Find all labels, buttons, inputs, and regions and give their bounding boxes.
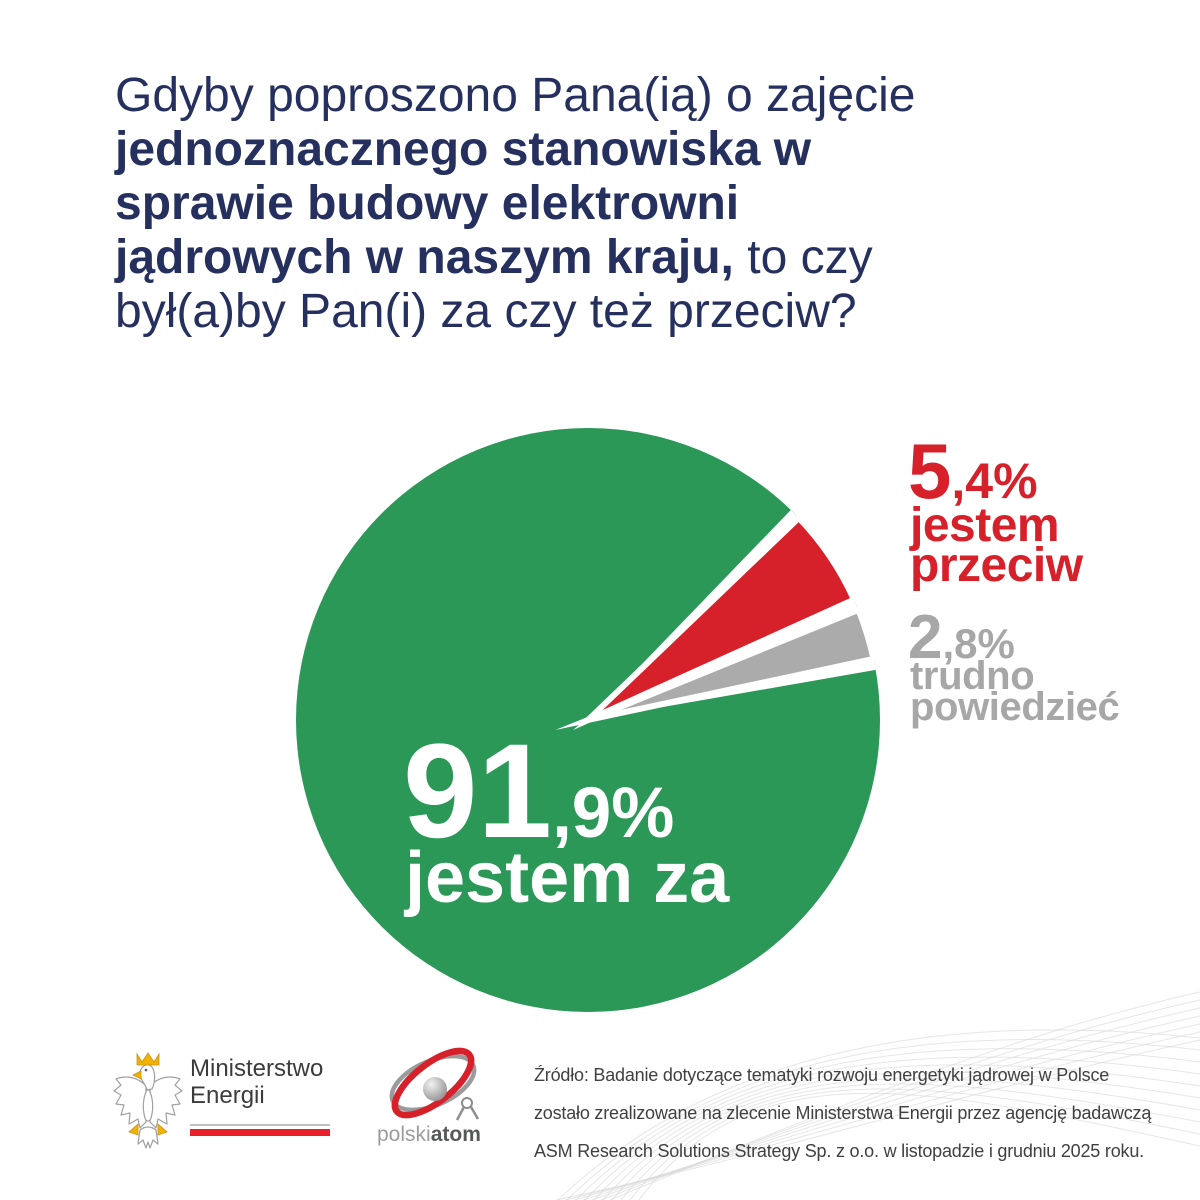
- value-przeciw-frac: ,4%: [951, 453, 1038, 509]
- polskiatom-logo: [389, 1047, 480, 1121]
- polskiatom-part-light: polski: [377, 1123, 431, 1146]
- eagle-talon-left: [128, 1123, 139, 1136]
- source-line-1: Źródło: Badanie dotyczące tematyki rozwo…: [534, 1065, 1110, 1085]
- pie-chart: [296, 428, 880, 1012]
- question-line-4-bold: jądrowych w naszym kraju,: [115, 231, 734, 284]
- caption-przeciw-word-1: jestem: [910, 499, 1060, 552]
- question-line-4: jądrowych w naszym kraju, to czy: [115, 231, 1075, 285]
- eagle-beak: [132, 1070, 142, 1080]
- source-note: Źródło: Badanie dotyczące tematyki rozwo…: [534, 1056, 1151, 1170]
- ministry-line-1: Ministerstwo: [190, 1055, 324, 1082]
- value-jestem-przeciw: 5,4%: [908, 432, 1038, 510]
- polskiatom-wordmark: polskiatom: [377, 1124, 481, 1145]
- caption-jestem-przeciw: jestem przeciw: [910, 499, 1083, 592]
- caption-trudno-word-2: powiedzieć: [910, 685, 1120, 729]
- question-line-4-regular: to czy: [733, 231, 873, 284]
- flag-stripe-red: [190, 1129, 330, 1136]
- value-przeciw-int: 5: [908, 427, 952, 515]
- question-line-2: jednoznacznego stanowiska w: [115, 123, 812, 176]
- atom-orbit-red: [391, 1047, 475, 1119]
- eagle-crown: [136, 1052, 160, 1066]
- wave-pattern-decoration: [555, 991, 1200, 1200]
- value-jestem-za: 91,9%: [403, 725, 674, 859]
- source-line-2: zostało zrealizowane na zlecenie Ministe…: [534, 1103, 1152, 1123]
- value-jestem-za-int: 91: [403, 717, 553, 866]
- compass-leg-left: [455, 1106, 466, 1121]
- question-line-5: był(a)by Pan(i) za czy też przeciw?: [115, 285, 857, 338]
- ministry-wordmark: Ministerstwo Energii: [190, 1055, 323, 1109]
- value-trudno: 2,8%: [908, 607, 1015, 669]
- pie-slice-trudno-powiedziec: [555, 605, 878, 731]
- compass-joint: [461, 1097, 473, 1109]
- question-line-3: sprawie budowy elektrowni: [115, 177, 740, 230]
- compass-leg-right: [469, 1106, 480, 1120]
- eagle-eye: [144, 1068, 148, 1072]
- value-jestem-za-frac: ,9%: [552, 774, 675, 853]
- caption-trudno-word-1: trudno: [910, 654, 1035, 698]
- ministry-eagle-logo: [113, 1052, 183, 1149]
- caption-jestem-za: jestem za: [405, 838, 730, 918]
- flag-stripe-white: [190, 1124, 330, 1126]
- caption-przeciw-word-2: przeciw: [910, 539, 1083, 592]
- value-trudno-int: 2: [908, 603, 943, 672]
- question-line-1: Gdyby poproszono Pana(ią) o zajęcie: [115, 69, 916, 122]
- survey-question: Gdyby poproszono Pana(ią) o zajęcie jedn…: [115, 69, 1075, 339]
- value-trudno-frac: ,8%: [942, 620, 1015, 667]
- pie-slice-jestem-przeciw: [573, 513, 858, 730]
- polskiatom-part-bold: atom: [430, 1123, 481, 1146]
- eagle-talon-right: [157, 1123, 168, 1136]
- atom-nucleus-sphere: [423, 1077, 447, 1101]
- ministry-line-2: Energii: [190, 1082, 265, 1109]
- source-line-3: ASM Research Solutions Strategy Sp. z o.…: [534, 1141, 1144, 1161]
- caption-trudno-powiedziec: trudno powiedzieć: [910, 654, 1120, 729]
